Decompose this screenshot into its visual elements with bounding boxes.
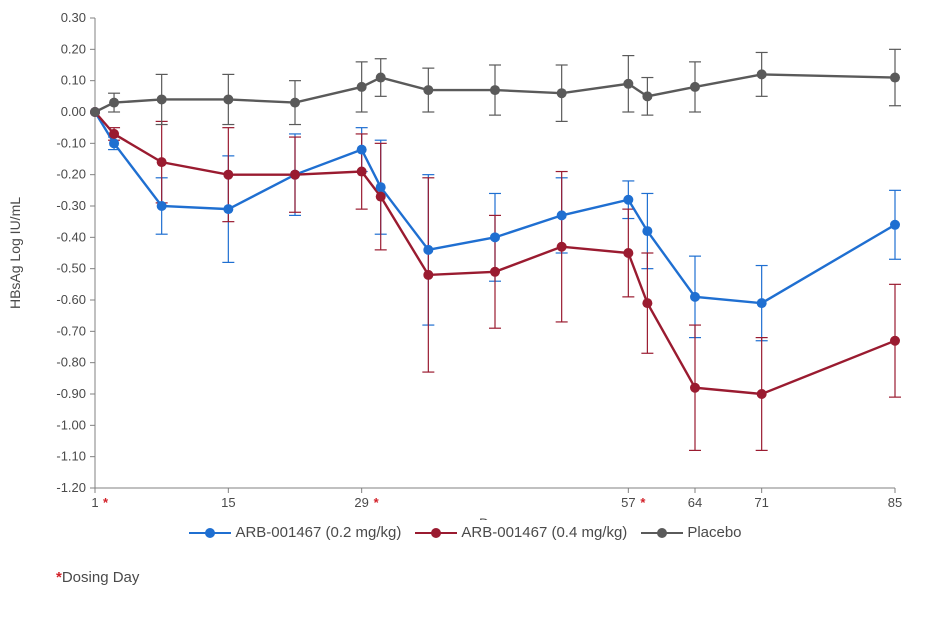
svg-text:0.10: 0.10 [61, 73, 86, 88]
svg-text:-0.60: -0.60 [56, 292, 86, 307]
svg-text:-0.20: -0.20 [56, 167, 86, 182]
svg-text:64: 64 [688, 495, 702, 510]
legend-label: ARB-001467 (0.2 mg/kg) [235, 524, 401, 541]
legend-swatch [641, 526, 683, 540]
svg-text:-1.20: -1.20 [56, 480, 86, 495]
dosing-footnote: *Dosing Day [56, 569, 931, 586]
legend-swatch [415, 526, 457, 540]
svg-text:0.00: 0.00 [61, 104, 86, 119]
svg-text:-1.00: -1.00 [56, 417, 86, 432]
svg-text:57: 57 [621, 495, 635, 510]
svg-text:-0.10: -0.10 [56, 135, 86, 150]
legend-label: ARB-001467 (0.4 mg/kg) [461, 524, 627, 541]
svg-text:Days: Days [479, 515, 511, 520]
hbsag-line-chart: -1.20 -1.10 -1.00 -0.90 -0.80 -0.70 -0.60 -0.50… [0, 0, 931, 520]
svg-text:0.30: 0.30 [61, 10, 86, 25]
svg-text:-0.30: -0.30 [56, 198, 86, 213]
svg-text:-0.40: -0.40 [56, 229, 86, 244]
svg-text:-0.70: -0.70 [56, 323, 86, 338]
svg-text:-0.80: -0.80 [56, 355, 86, 370]
svg-text:71: 71 [754, 495, 768, 510]
footnote-text: Dosing Day [62, 569, 140, 586]
legend-item: ARB-001467 (0.4 mg/kg) [415, 524, 627, 541]
svg-text:HBsAg Log IU/mL: HBsAg Log IU/mL [7, 197, 23, 309]
legend-item: ARB-001467 (0.2 mg/kg) [189, 524, 401, 541]
legend: ARB-001467 (0.2 mg/kg) ARB-001467 (0.4 mg… [0, 524, 931, 541]
legend-item: Placebo [641, 524, 741, 541]
svg-text:-0.50: -0.50 [56, 261, 86, 276]
svg-text:0.20: 0.20 [61, 41, 86, 56]
legend-swatch [189, 526, 231, 540]
svg-text:-1.10: -1.10 [56, 449, 86, 464]
svg-text:1: 1 [91, 495, 98, 510]
svg-text:29: 29 [354, 495, 368, 510]
svg-text:15: 15 [221, 495, 235, 510]
legend-label: Placebo [687, 524, 741, 541]
svg-text:-0.90: -0.90 [56, 386, 86, 401]
svg-text:85: 85 [888, 495, 902, 510]
